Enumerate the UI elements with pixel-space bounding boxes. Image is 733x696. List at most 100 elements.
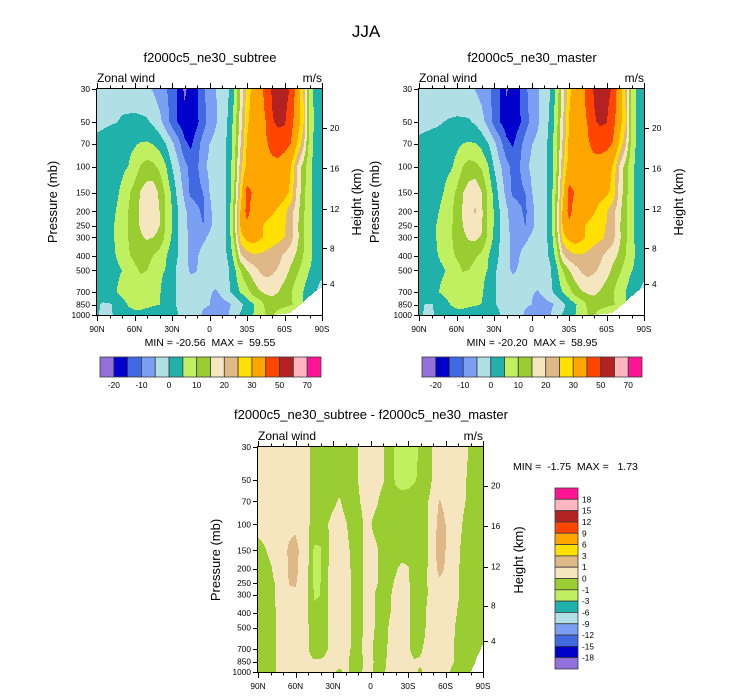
contour-fill (191, 148, 200, 149)
contour-fill (197, 268, 229, 269)
contour-fill (189, 146, 192, 147)
contour-fill (194, 200, 204, 201)
contour-fill (165, 268, 176, 269)
contour-fill (239, 209, 241, 210)
contour-fill (155, 97, 168, 98)
contour-fill (228, 263, 234, 264)
contour-fill (237, 158, 240, 159)
contour-fill (300, 157, 304, 158)
contour-fill (226, 185, 231, 186)
contour-fill (303, 300, 305, 301)
contour-fill (247, 135, 266, 136)
contour-fill (306, 142, 309, 143)
contour-fill (161, 245, 170, 246)
contour-fill (176, 194, 183, 195)
contour-fill (236, 199, 238, 200)
contour-fill (181, 175, 188, 176)
contour-fill (164, 272, 176, 273)
contour-fill (301, 264, 311, 265)
contour-fill (239, 118, 242, 119)
contour-fill (277, 243, 291, 244)
contour-fill (313, 90, 322, 91)
contour-fill (304, 223, 312, 224)
contour-fill (228, 105, 233, 106)
contour-fill (177, 91, 184, 92)
contour-fill (114, 226, 128, 227)
contour-fill (287, 249, 297, 250)
contour-fill (128, 209, 139, 210)
contour-fill (298, 152, 302, 153)
contour-fill (301, 181, 306, 182)
contour-fill (170, 242, 178, 243)
contour-fill (120, 266, 137, 267)
y-axis-label: Pressure (mb) (45, 161, 60, 243)
contour-fill (236, 297, 246, 298)
contour-fill (176, 287, 230, 288)
contour-fill (161, 286, 176, 287)
contour-fill (263, 292, 278, 293)
contour-fill (204, 203, 211, 204)
contour-fill (292, 132, 299, 133)
contour-fill (128, 230, 141, 231)
contour-fill (181, 173, 188, 174)
contour-fill (116, 212, 128, 213)
contour-fill (293, 225, 298, 226)
contour-fill (306, 146, 308, 147)
contour-fill (200, 212, 204, 213)
contour-fill (192, 144, 200, 145)
contour-fill (249, 112, 265, 113)
contour-fill (128, 217, 139, 218)
contour-fill (297, 177, 301, 178)
contour-fill (241, 140, 244, 141)
contour-fill (117, 122, 150, 123)
contour-fill (97, 295, 120, 296)
contour-fill (233, 203, 236, 204)
contour-fill (188, 240, 205, 241)
contour-fill (303, 98, 305, 99)
contour-fill (292, 302, 303, 303)
contour-fill (131, 190, 141, 191)
contour-fill (306, 185, 312, 186)
contour-fill (226, 221, 230, 222)
contour-fill (216, 126, 227, 127)
contour-fill (128, 239, 146, 240)
contour-fill (189, 184, 201, 185)
contour-fill (297, 156, 301, 157)
contour-fill (99, 312, 112, 313)
contour-fill (216, 96, 229, 97)
contour-fill (209, 148, 226, 149)
contour-fill (305, 189, 312, 190)
contour-fill (175, 182, 182, 183)
contour-fill (193, 142, 200, 143)
contour-fill (97, 265, 119, 266)
contour-fill (97, 270, 122, 271)
contour-fill (251, 263, 280, 264)
contour-fill (97, 159, 130, 160)
contour-fill (226, 250, 232, 251)
contour-fill (208, 157, 226, 158)
contour-fill (131, 257, 152, 258)
contour-fill (155, 234, 164, 235)
contour-fill (244, 138, 247, 139)
contour-fill (114, 227, 128, 228)
contour-fill (232, 141, 236, 142)
contour-fill (160, 297, 176, 298)
contour-fill (246, 217, 248, 218)
contour-fill (242, 232, 263, 233)
contour-fill (292, 131, 299, 132)
contour-fill (292, 198, 296, 199)
contour-fill (230, 216, 233, 217)
contour-fill (228, 104, 234, 105)
contour-fill (127, 167, 140, 168)
contour-fill (198, 110, 206, 111)
contour-fill (252, 253, 258, 254)
contour-fill (97, 313, 99, 314)
contour-fill (228, 107, 233, 108)
contour-fill (292, 262, 302, 263)
contour-fill (243, 158, 246, 159)
contour-fill (97, 259, 117, 260)
contour-fill (188, 236, 207, 237)
contour-fill (269, 218, 286, 219)
contour-fill (186, 208, 199, 209)
contour-fill (243, 294, 252, 295)
